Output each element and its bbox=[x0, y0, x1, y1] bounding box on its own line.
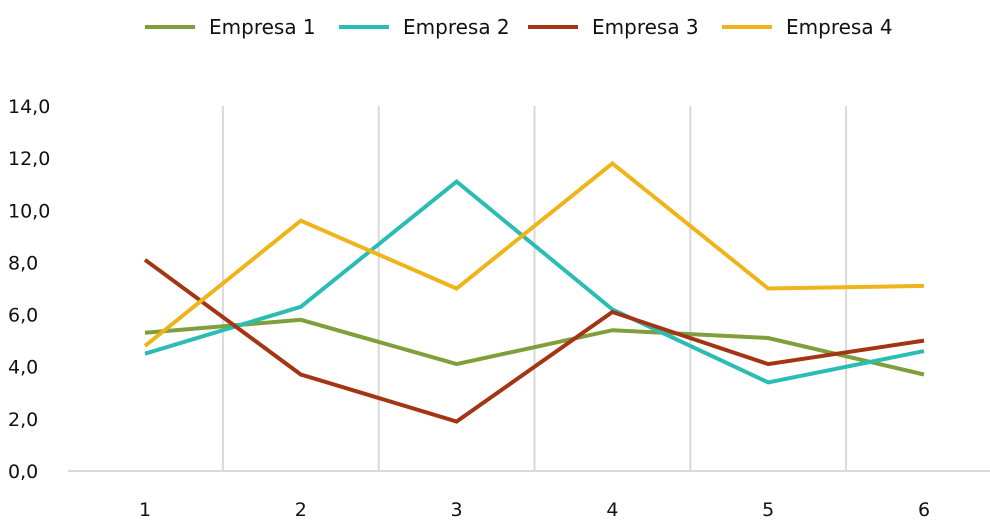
legend-label: Empresa 3 bbox=[592, 15, 699, 39]
x-tick-label: 4 bbox=[606, 499, 618, 520]
y-tick-label: 12,0 bbox=[8, 148, 50, 170]
legend-item-empresa-1: Empresa 1 bbox=[145, 15, 316, 39]
legend-label: Empresa 1 bbox=[209, 15, 316, 39]
legend-label: Empresa 2 bbox=[403, 15, 510, 39]
legend-label: Empresa 4 bbox=[786, 15, 893, 39]
legend-item-empresa-4: Empresa 4 bbox=[722, 15, 893, 39]
y-tick-label: 0,0 bbox=[8, 461, 38, 483]
series-line-empresa-3 bbox=[143, 258, 925, 424]
y-tick-label: 4,0 bbox=[8, 357, 38, 379]
vertical-gridlines bbox=[221, 106, 848, 471]
y-tick-label: 10,0 bbox=[8, 200, 50, 222]
x-axis-ticks: 1 2 3 4 5 6 bbox=[139, 499, 930, 520]
y-tick-label: 2,0 bbox=[8, 409, 38, 431]
y-axis-ticks: 0,0 2,0 4,0 6,0 8,0 10,0 12,0 14,0 bbox=[8, 96, 50, 483]
x-tick-label: 5 bbox=[762, 499, 774, 520]
series-line-empresa-2 bbox=[144, 179, 925, 385]
series-lines bbox=[143, 160, 925, 424]
x-tick-label: 2 bbox=[295, 499, 307, 520]
y-tick-label: 8,0 bbox=[8, 252, 38, 274]
series-line-empresa-4 bbox=[143, 160, 925, 348]
legend-item-empresa-3: Empresa 3 bbox=[528, 15, 699, 39]
legend-item-empresa-2: Empresa 2 bbox=[339, 15, 510, 39]
y-tick-label: 14,0 bbox=[8, 96, 50, 118]
x-tick-label: 1 bbox=[139, 499, 151, 520]
x-tick-label: 6 bbox=[918, 499, 930, 520]
series-line-empresa-1 bbox=[144, 317, 925, 377]
legend: Empresa 1 Empresa 2 Empresa 3 Empresa 4 bbox=[145, 15, 893, 39]
x-tick-label: 3 bbox=[451, 499, 463, 520]
y-tick-label: 6,0 bbox=[8, 305, 38, 327]
